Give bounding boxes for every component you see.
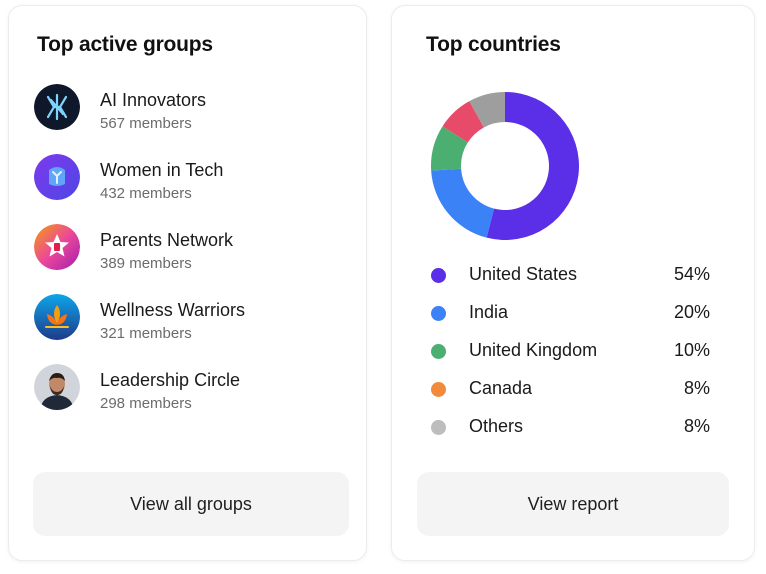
donut-slice-united-states (486, 92, 579, 240)
group-row-parents-network[interactable]: Parents Network 389 members (34, 224, 354, 294)
legend-label: United Kingdom (469, 340, 598, 360)
donut-slice-canada (442, 101, 484, 143)
group-row-ai-innovators[interactable]: AI Innovators 567 members (34, 84, 354, 154)
legend-value: 10% (673, 340, 710, 360)
legend-row-canada: Canada 8% (430, 370, 712, 408)
group-members: 567 members (100, 115, 192, 132)
women-tech-icon (34, 154, 80, 200)
legend-dot-icon (431, 420, 446, 435)
group-members: 432 members (100, 185, 192, 202)
legend-value: 8% (683, 416, 710, 436)
legend-dot-icon (431, 344, 446, 359)
top-active-groups-card: Top active groups AI Innovators 567 memb… (8, 5, 367, 561)
legend-label: India (469, 302, 509, 322)
legend-dot-icon (431, 268, 446, 283)
group-name: Parents Network (100, 230, 234, 250)
top-countries-card: Top countries United States 54% India 20% Un… (391, 5, 755, 561)
legend-row-united-kingdom: United Kingdom 10% (430, 332, 712, 370)
legend-row-india: India 20% (430, 294, 712, 332)
countries-legend: United States 54% India 20% United Kingdom 10… (430, 256, 712, 446)
groups-card-title: Top active groups (37, 33, 213, 56)
legend-value: 54% (673, 264, 710, 284)
view-report-button[interactable]: View report (417, 472, 729, 536)
ai-logo-icon (34, 84, 80, 130)
donut-slice-others (469, 92, 505, 128)
group-row-wellness-warriors[interactable]: Wellness Warriors 321 members (34, 294, 354, 364)
legend-label: United States (469, 264, 578, 284)
person-photo-icon (34, 364, 80, 410)
group-row-women-in-tech[interactable]: Women in Tech 432 members (34, 154, 354, 224)
group-name: Leadership Circle (100, 370, 241, 390)
donut-slice-united-kingdom (431, 126, 468, 171)
legend-value: 20% (673, 302, 710, 322)
countries-card-title: Top countries (426, 33, 561, 56)
star-badge-icon (34, 224, 80, 270)
group-name: AI Innovators (100, 90, 207, 110)
legend-dot-icon (431, 382, 446, 397)
legend-row-others: Others 8% (430, 408, 712, 446)
countries-donut-chart (431, 92, 579, 240)
group-name: Women in Tech (100, 160, 224, 180)
group-members: 298 members (100, 395, 192, 412)
legend-row-united-states: United States 54% (430, 256, 712, 294)
view-all-groups-button[interactable]: View all groups (33, 472, 349, 536)
group-row-leadership-circle[interactable]: Leadership Circle 298 members (34, 364, 354, 434)
lotus-icon (34, 294, 80, 340)
group-members: 321 members (100, 325, 192, 342)
group-members: 389 members (100, 255, 192, 272)
legend-label: Canada (469, 378, 533, 398)
legend-label: Others (469, 416, 524, 436)
group-list: AI Innovators 567 members Wome (34, 84, 354, 434)
group-name: Wellness Warriors (100, 300, 246, 320)
donut-slice-india (431, 168, 495, 238)
legend-value: 8% (683, 378, 710, 398)
legend-dot-icon (431, 306, 446, 321)
